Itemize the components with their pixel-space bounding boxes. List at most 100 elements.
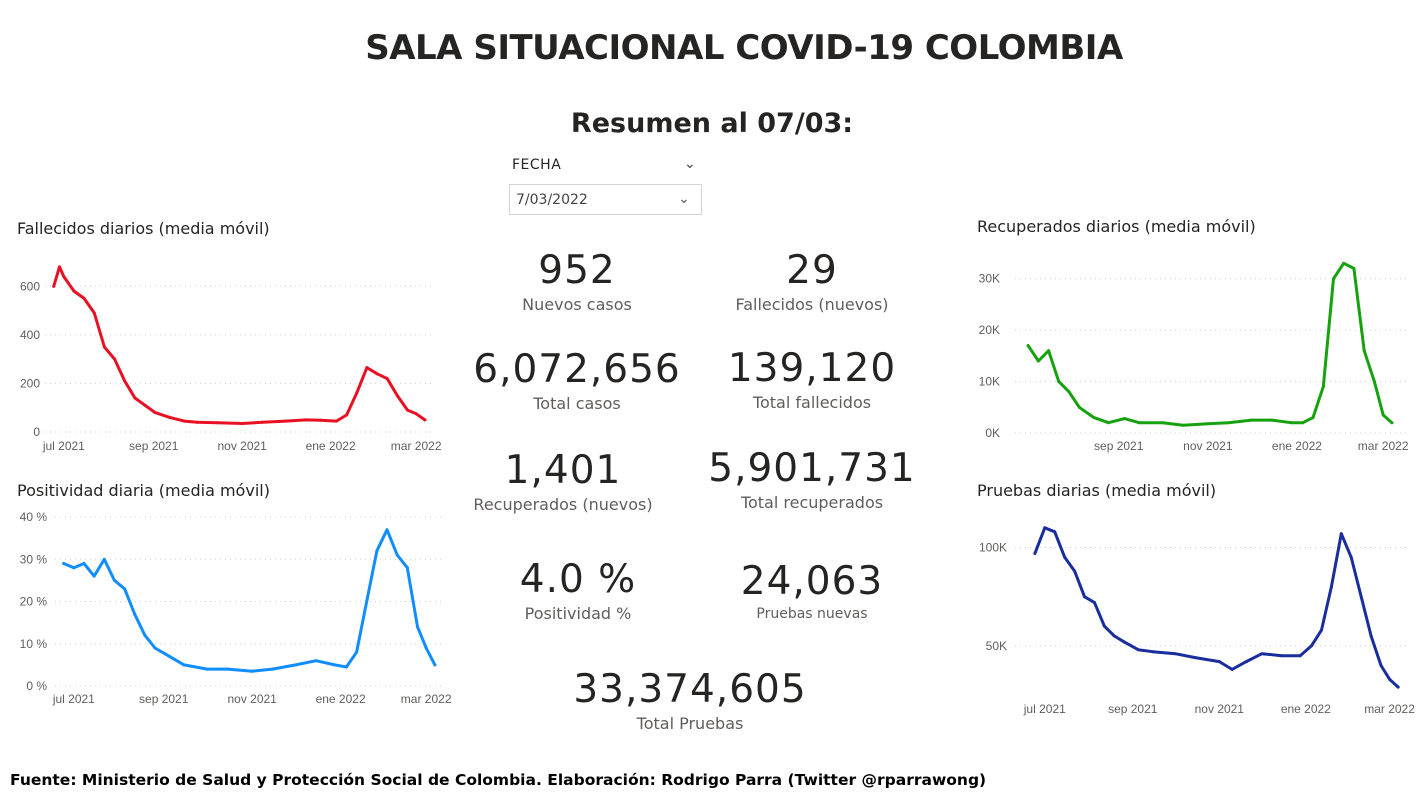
data-point — [1396, 685, 1400, 689]
data-point — [365, 366, 369, 370]
data-point — [92, 311, 96, 315]
data-point — [1388, 677, 1392, 681]
x-tick-label: jul 2021 — [42, 439, 85, 453]
chart-positividad: 0 % 10 % 20 % 30 % 40 % jul 2021 sep 2021 nov 2… — [20, 510, 452, 706]
chevron-down-icon[interactable]: ⌄ — [678, 191, 690, 207]
data-point — [1320, 628, 1323, 632]
data-point — [82, 296, 86, 300]
date-slicer-value: 7/03/2022 — [516, 192, 588, 208]
data-point — [294, 663, 298, 667]
data-point — [304, 418, 308, 422]
data-point — [168, 654, 171, 658]
data-point — [1270, 418, 1274, 422]
data-point — [314, 659, 318, 663]
chart-pruebas: 50K 100K jul 2021 sep 2021 nov 2021 ene 2022 m… — [979, 526, 1415, 716]
x-tick-label: ene 2022 — [1272, 439, 1322, 453]
kpi-label: Positividad % — [524, 604, 632, 623]
data-point — [406, 408, 409, 412]
kpi-nuevos-casos: 952 Nuevos casos — [447, 248, 707, 314]
chart-title-recuperados: Recuperados diarios (media móvil) — [977, 217, 1256, 236]
date-slicer-label: FECHA — [512, 157, 562, 173]
data-point — [1230, 667, 1234, 671]
y-tick-label: 20K — [979, 323, 1000, 337]
data-point — [143, 403, 147, 407]
y-tick-label: 400 — [20, 328, 40, 342]
data-point — [414, 412, 418, 416]
data-point — [1226, 421, 1230, 425]
data-point — [1280, 654, 1284, 658]
data-point — [240, 422, 244, 425]
series-line — [1033, 526, 1400, 689]
x-tick-label: ene 2022 — [306, 439, 356, 453]
date-slicer-dropdown[interactable] — [509, 184, 702, 215]
x-tick-label: mar 2022 — [1364, 702, 1415, 716]
data-point — [1339, 532, 1343, 536]
kpi-label: Fallecidos (nuevos) — [735, 295, 889, 314]
slicer-collapse-chevron-icon[interactable]: ⌄ — [684, 156, 696, 172]
x-tick-label: jul 2021 — [1023, 702, 1066, 716]
data-point — [1073, 569, 1077, 573]
data-point — [334, 419, 338, 423]
data-point — [333, 663, 337, 667]
data-point — [1122, 640, 1126, 644]
data-point — [153, 411, 157, 415]
series-line — [1026, 261, 1394, 427]
data-point — [1289, 421, 1293, 425]
kpi-value: 4.0 % — [519, 557, 637, 602]
data-point — [385, 377, 389, 381]
data-point — [1342, 261, 1346, 265]
data-point — [1311, 416, 1315, 420]
data-point — [405, 566, 409, 570]
data-point — [395, 394, 399, 398]
data-point — [92, 574, 96, 578]
x-tick-label: mar 2022 — [391, 439, 442, 453]
data-point — [216, 421, 219, 425]
data-point — [182, 419, 186, 423]
x-tick-label: jul 2021 — [52, 692, 95, 706]
y-tick-label: 10 % — [20, 637, 48, 651]
kpi-total-casos: 6,072,656 Total casos — [447, 347, 707, 413]
kpi-value: 5,901,731 — [708, 446, 916, 491]
y-tick-label: 10K — [979, 375, 1000, 389]
x-tick-label: sep 2021 — [1094, 439, 1144, 453]
data-point — [1217, 660, 1221, 664]
data-point — [1047, 349, 1051, 353]
data-point — [284, 419, 288, 423]
data-point — [112, 578, 116, 582]
data-point — [1206, 422, 1210, 426]
data-point — [1310, 644, 1313, 648]
kpi-label: Pruebas nuevas — [756, 606, 868, 622]
data-point — [1026, 344, 1030, 348]
data-point — [123, 587, 127, 591]
kpi-value: 139,120 — [727, 346, 897, 391]
data-point — [1329, 585, 1333, 589]
data-point — [1123, 417, 1127, 421]
data-point — [1244, 660, 1248, 664]
data-point — [1332, 277, 1335, 281]
kpi-value: 1,401 — [504, 448, 622, 493]
data-point — [1137, 421, 1141, 425]
y-tick-label: 20 % — [20, 595, 48, 609]
kpi-total-recuperados: 5,901,731 Total recuperados — [682, 446, 942, 512]
data-point — [182, 663, 186, 667]
data-point — [62, 562, 66, 565]
kpi-label: Recuperados (nuevos) — [473, 495, 653, 514]
chart-title-fallecidos: Fallecidos diarios (media móvil) — [17, 219, 270, 238]
kpi-value: 33,374,605 — [573, 667, 807, 712]
data-point — [1173, 652, 1177, 656]
data-point — [1053, 530, 1057, 534]
data-point — [143, 633, 147, 637]
kpi-label: Total recuperados — [740, 493, 884, 512]
y-tick-label: 200 — [20, 376, 40, 390]
data-point — [1063, 555, 1067, 559]
data-point — [1036, 359, 1040, 363]
y-tick-label: 40 % — [20, 510, 48, 524]
x-tick-label: sep 2021 — [129, 439, 179, 453]
kpi-value: 24,063 — [740, 559, 884, 604]
kpi-recuperados-nuevos: 1,401 Recuperados (nuevos) — [433, 448, 693, 514]
data-point — [395, 553, 399, 557]
data-point — [1161, 421, 1165, 425]
data-point — [1092, 416, 1096, 420]
kpi-value: 6,072,656 — [473, 347, 681, 392]
data-point — [1057, 380, 1061, 384]
